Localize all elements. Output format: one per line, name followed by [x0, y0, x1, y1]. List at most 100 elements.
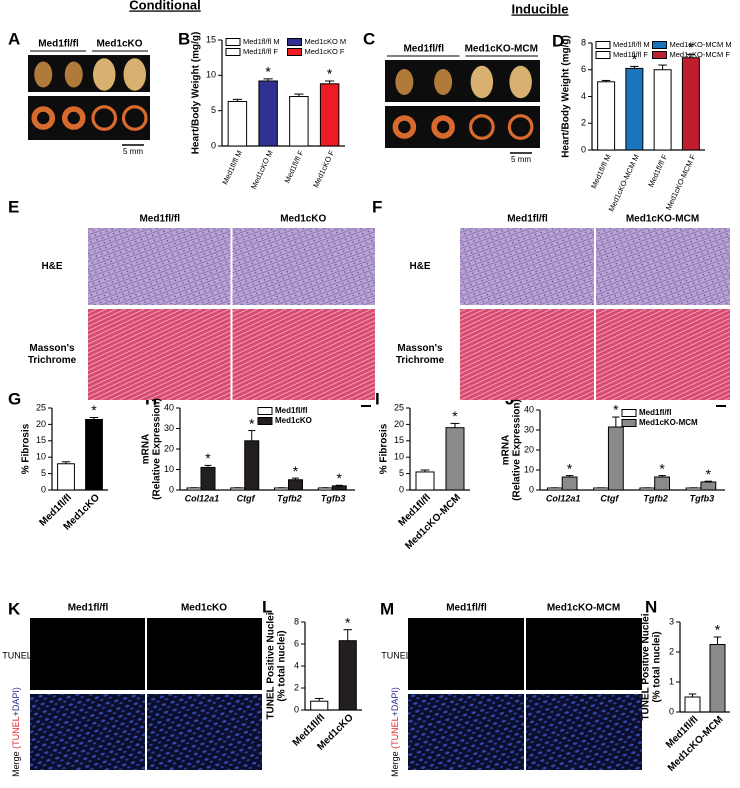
significance: *	[249, 415, 255, 431]
bar	[445, 427, 465, 491]
x-tick-label: Med1fl/fl F	[283, 149, 306, 185]
x-tick-label: Tgfb3	[321, 493, 346, 503]
x-tick-label: Med1fl/fl F	[646, 153, 669, 189]
row-label: Trichrome	[396, 355, 445, 366]
micrograph	[88, 309, 231, 400]
x-tick-label: Tgfb2	[643, 493, 668, 503]
y-tick-label: 0	[529, 484, 534, 494]
bar	[709, 644, 726, 713]
legend-swatch	[621, 409, 637, 417]
significance: *	[567, 460, 573, 476]
y-tick-label: 15	[394, 435, 404, 445]
y-tick-label: 20	[394, 419, 404, 429]
y-axis-label: (Relative Expression)	[512, 399, 523, 501]
bar	[230, 487, 246, 491]
heart	[64, 61, 83, 88]
y-tick-label: 6	[581, 64, 586, 74]
micrograph	[526, 694, 642, 770]
y-tick-label: 15	[36, 435, 46, 445]
row-label: H&E	[41, 261, 62, 272]
bar	[57, 463, 75, 491]
y-tick-label: 40	[524, 404, 534, 414]
row-label: Trichrome	[28, 355, 77, 366]
legend-swatch	[652, 41, 667, 49]
y-axis-label: (% total nuclei)	[277, 630, 288, 701]
x-tick-label: Ctgf	[600, 493, 619, 503]
y-tick-label: 20	[164, 443, 174, 453]
panel-letter: D	[552, 31, 564, 50]
bar	[681, 57, 700, 151]
y-axis-label: (Relative Expression)	[152, 398, 163, 500]
y-tick-label: 4	[581, 91, 586, 101]
column-label: Med1fl/fl	[139, 214, 180, 225]
bar	[415, 471, 435, 491]
label-part: +DAPI)	[11, 687, 21, 716]
x-tick-label: Ctgf	[237, 493, 256, 503]
micrograph	[596, 309, 730, 400]
y-tick-label: 0	[581, 144, 586, 154]
heart	[434, 69, 453, 95]
heart-section	[431, 115, 455, 139]
bar	[288, 479, 303, 491]
bar	[625, 67, 644, 151]
label-part: (TUNEL	[11, 716, 21, 749]
y-axis-label: (% total nuclei)	[652, 631, 663, 702]
bar	[227, 100, 248, 147]
column-label: Med1cKO	[280, 214, 326, 225]
heart-section	[121, 105, 148, 131]
bar	[653, 69, 672, 151]
column-label: Med1fl/fl	[507, 214, 548, 225]
bar	[85, 418, 103, 491]
label-part: Merge	[390, 749, 400, 777]
micrograph	[30, 618, 145, 690]
header: Conditional	[129, 0, 201, 12]
panel-letter: L	[262, 597, 272, 616]
legend-label: Med1fl/fl F	[243, 47, 278, 56]
y-tick-label: 3	[669, 616, 674, 626]
y-tick-label: 1	[669, 676, 674, 686]
y-tick-label: 20	[36, 419, 46, 429]
micrograph	[147, 618, 262, 690]
y-tick-label: 10	[524, 464, 534, 474]
legend-swatch	[287, 38, 302, 46]
heart	[34, 61, 53, 88]
micrograph	[526, 618, 642, 690]
photo	[385, 106, 540, 148]
legend-swatch	[225, 48, 241, 56]
x-tick-label: Med1cKO M	[249, 149, 275, 191]
heart-section	[392, 115, 417, 139]
photo	[28, 96, 150, 140]
row-label: TUNEL	[2, 650, 32, 660]
micrograph	[232, 228, 375, 305]
legend-swatch	[225, 38, 241, 46]
significance: *	[632, 51, 638, 67]
row-label: TUNEL	[381, 650, 411, 660]
significance: *	[205, 450, 211, 466]
heart-section	[91, 105, 118, 131]
scale-label: 5 mm	[511, 155, 531, 164]
legend-label: Med1fl/fl F	[613, 50, 648, 59]
micrograph	[88, 228, 231, 305]
bar	[274, 487, 289, 491]
y-tick-label: 25	[394, 402, 404, 412]
significance: *	[293, 463, 299, 479]
label-part: (TUNEL	[390, 716, 400, 749]
bar	[317, 487, 333, 491]
y-tick-label: 2	[581, 118, 586, 128]
legend-swatch	[621, 419, 637, 427]
legend-label: Med1cKO-MCM	[639, 418, 698, 427]
panel-letter: B	[178, 29, 190, 48]
y-axis-label: TUNEL Positive Nuclei	[266, 612, 277, 719]
bar	[685, 487, 702, 491]
heart-section	[507, 114, 534, 140]
micrograph	[596, 228, 730, 305]
x-tick-label: Col12a1	[546, 493, 581, 503]
y-tick-label: 10	[206, 70, 216, 80]
column-label: Med1cKO-MCM	[626, 214, 699, 225]
y-tick-label: 30	[164, 423, 174, 433]
legend-label: Med1cKO M	[305, 37, 347, 46]
y-tick-label: 0	[669, 706, 674, 716]
bar	[561, 476, 578, 491]
panel-letter: I	[375, 389, 380, 408]
x-tick-label: Med1cKO-MCM M	[607, 153, 641, 213]
